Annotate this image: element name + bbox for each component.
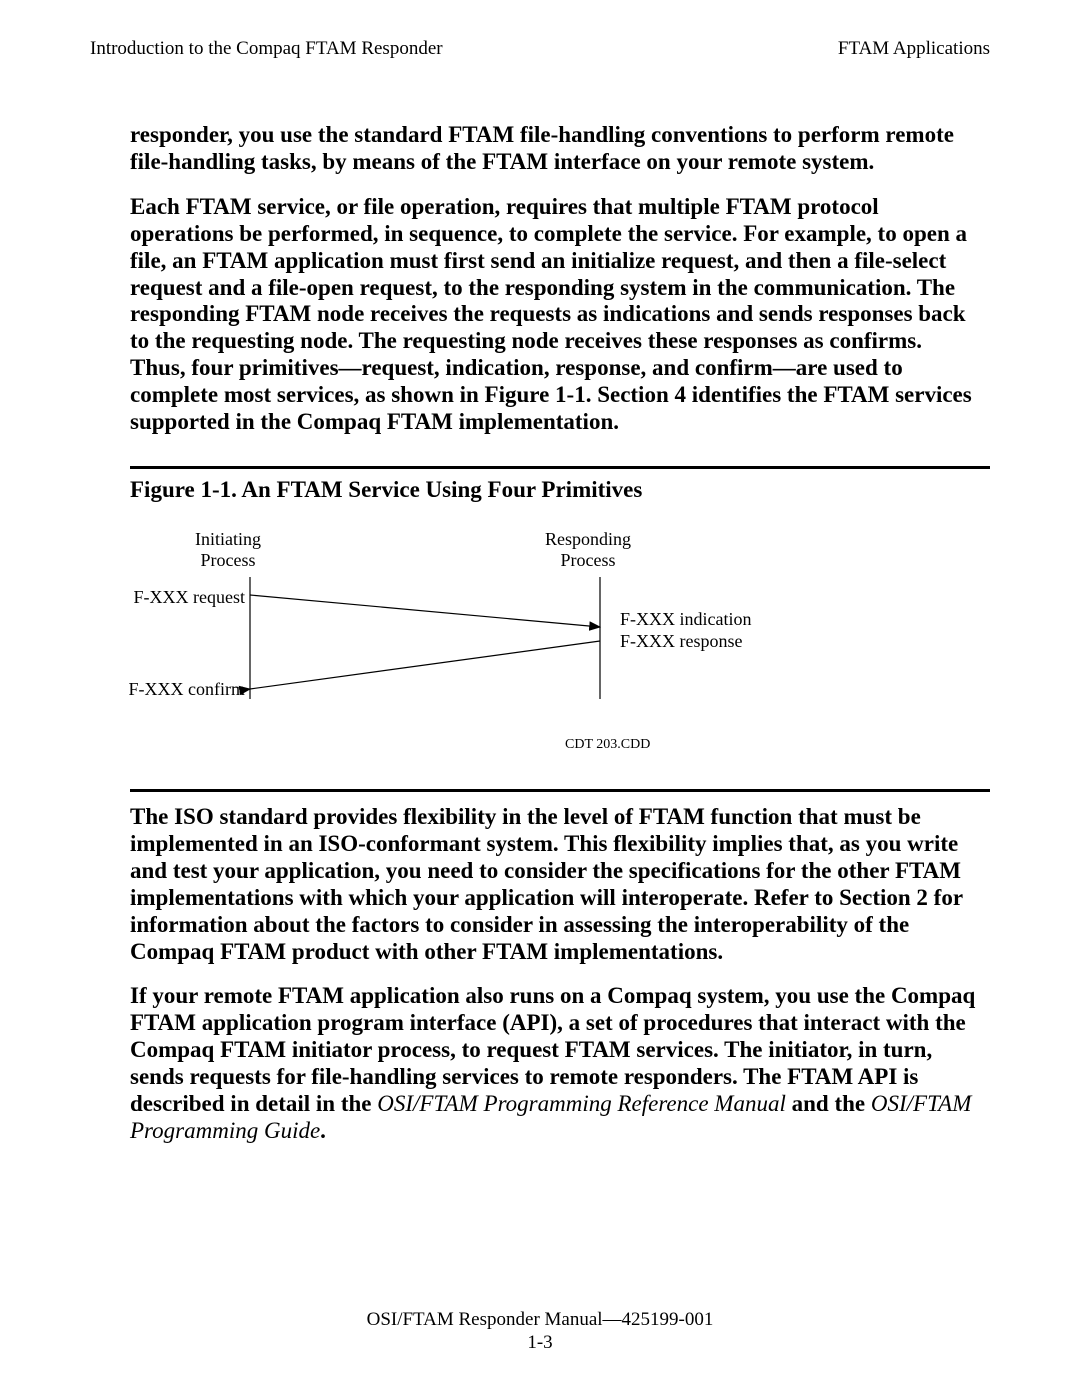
para-4: If your remote FTAM application also run… xyxy=(130,983,980,1144)
header-left: Introduction to the Compaq FTAM Responde… xyxy=(90,38,443,60)
page-footer: OSI/FTAM Responder Manual—425199-001 1-3 xyxy=(0,1308,1080,1356)
figure-caption: Figure 1-1. An FTAM Service Using Four P… xyxy=(130,477,990,503)
diagram: Initiating Process Responding Process F-… xyxy=(130,529,990,759)
para-2a: Each FTAM service, or file operation, re… xyxy=(130,194,967,380)
para-1: responder, you use the standard FTAM fil… xyxy=(130,122,980,176)
page: Introduction to the Compaq FTAM Responde… xyxy=(0,0,1080,1397)
para-2b: request, indication, response, and xyxy=(362,355,695,380)
diagram-source: CDT 203.CDD xyxy=(565,737,650,753)
figure-rule-bottom xyxy=(130,789,990,792)
running-head: Introduction to the Compaq FTAM Responde… xyxy=(90,38,990,60)
para-4d: and the xyxy=(786,1091,871,1116)
para-2: Each FTAM service, or file operation, re… xyxy=(130,194,980,436)
header-right: FTAM Applications xyxy=(838,38,990,60)
body-text-lower: The ISO standard provides flexibility in… xyxy=(130,804,980,1145)
diagram-svg xyxy=(130,529,830,729)
para-4f: . xyxy=(320,1118,326,1143)
body-text-upper: responder, you use the standard FTAM fil… xyxy=(130,122,980,436)
para-2c: confirm— xyxy=(695,355,796,380)
footer-line1: OSI/FTAM Responder Manual—425199-001 xyxy=(0,1308,1080,1332)
para-3: The ISO standard provides flexibility in… xyxy=(130,804,980,965)
figure-block: Figure 1-1. An FTAM Service Using Four P… xyxy=(130,466,990,792)
figure-rule-top xyxy=(130,466,990,469)
para-4c: OSI/FTAM Programming Reference Manual xyxy=(377,1091,786,1116)
footer-line2: 1-3 xyxy=(0,1331,1080,1355)
